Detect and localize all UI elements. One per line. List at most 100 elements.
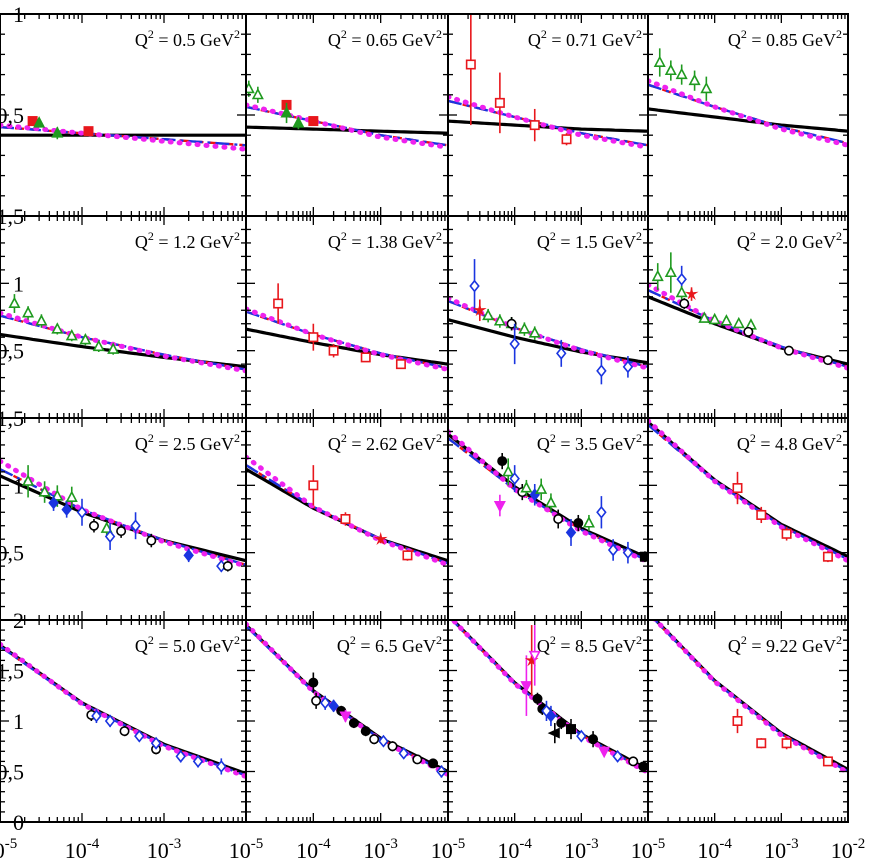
data-point — [509, 465, 520, 493]
x-tick-label: 10-3 — [147, 836, 182, 863]
model-solid-black-curve — [448, 318, 648, 365]
data-point — [651, 263, 664, 291]
model-solid-black-curve — [0, 474, 246, 563]
data-point — [83, 126, 94, 137]
data-point — [65, 328, 78, 342]
data-point — [395, 359, 406, 370]
model-dashdot-blue-curve — [0, 314, 246, 371]
q2-label: Q2 = 0.85 GeV2 — [728, 27, 842, 50]
data-point — [469, 259, 480, 313]
data-point — [679, 298, 690, 309]
data-point — [506, 317, 517, 331]
data-point — [822, 551, 833, 563]
data-point — [518, 322, 531, 336]
data-point — [520, 655, 533, 716]
data-point — [588, 731, 599, 748]
data-point — [732, 471, 743, 505]
data-point — [104, 523, 116, 550]
data-point — [698, 311, 711, 323]
data-point — [51, 322, 64, 335]
data-point — [664, 60, 677, 81]
data-point — [348, 717, 359, 729]
x-tick-label: 10-3 — [363, 836, 398, 863]
data-point — [743, 326, 754, 337]
data-point — [398, 746, 409, 760]
data-point — [373, 531, 388, 546]
data-point — [622, 541, 634, 564]
x-tick-label: 10-4 — [65, 836, 100, 863]
data-point — [607, 539, 619, 561]
data-point — [783, 345, 794, 356]
q2-label: Q2 = 3.5 GeV2 — [537, 431, 642, 454]
y-tick-label: 1 — [13, 473, 24, 498]
x-tick-label: 10-3 — [764, 836, 799, 863]
data-point — [582, 514, 595, 532]
model-dashed-red-curve — [0, 645, 246, 777]
data-point — [556, 339, 567, 367]
data-point — [22, 465, 35, 498]
data-point — [369, 734, 380, 745]
model-dashdot-blue-curve — [653, 620, 848, 773]
model-dotted-magenta-curve — [448, 429, 648, 565]
q2-label: Q2 = 0.65 GeV2 — [328, 27, 442, 50]
data-point — [428, 758, 439, 769]
data-point — [33, 116, 46, 128]
model-solid-black-curve — [448, 119, 648, 133]
q2-label: Q2 = 9.22 GeV2 — [728, 633, 842, 656]
y-tick-label: 2 — [13, 608, 24, 633]
x-tick-label: 10-3 — [564, 836, 599, 863]
data-point — [545, 705, 557, 727]
data-point — [822, 355, 833, 366]
y-tick-label: 1,5 — [0, 406, 24, 431]
data-point — [544, 493, 557, 513]
data-point — [38, 481, 51, 503]
data-point — [402, 549, 413, 561]
data-point — [472, 299, 487, 322]
x-tick-label: 10-4 — [697, 836, 732, 863]
y-tick-label: 1,5 — [0, 659, 24, 684]
data-point — [565, 519, 577, 546]
data-point — [100, 521, 113, 536]
data-point — [822, 756, 833, 767]
q2-label: Q2 = 2.0 GeV2 — [737, 229, 842, 252]
y-tick-label: 1 — [13, 271, 24, 296]
data-point — [781, 527, 792, 541]
data-point — [532, 692, 543, 705]
data-point — [251, 86, 264, 103]
data-point — [319, 695, 331, 710]
model-dashdot-blue-curve — [246, 105, 448, 147]
q2-label: Q2 = 0.5 GeV2 — [135, 27, 240, 50]
q2-label: Q2 = 1.2 GeV2 — [135, 229, 240, 252]
data-point — [556, 716, 567, 730]
data-point — [378, 734, 389, 748]
model-dotted-magenta-curve — [246, 102, 448, 150]
x-tick-label: 10-5 — [431, 836, 466, 863]
data-point — [8, 294, 21, 313]
data-point — [781, 737, 792, 750]
data-point — [653, 48, 666, 77]
y-tick-label: 0,5 — [0, 339, 24, 364]
x-tick-label: 10-5 — [0, 836, 17, 863]
data-point — [119, 726, 130, 737]
x-tick-label: 10-5 — [229, 836, 264, 863]
data-point — [280, 102, 293, 124]
data-point — [183, 548, 194, 563]
model-dotted-magenta-curve — [0, 310, 246, 374]
model-solid-black-curve — [246, 125, 448, 135]
data-point — [311, 692, 322, 709]
q2-label: Q2 = 0.71 GeV2 — [528, 27, 642, 50]
data-point — [529, 108, 540, 142]
data-point — [88, 519, 99, 533]
data-point — [675, 285, 688, 300]
model-dotted-magenta-curve — [246, 306, 448, 372]
q2-label: Q2 = 4.8 GeV2 — [737, 431, 842, 454]
data-point — [360, 726, 371, 737]
data-point — [561, 133, 572, 146]
data-point — [308, 672, 319, 693]
q2-label: Q2 = 8.5 GeV2 — [537, 633, 642, 656]
data-point — [573, 514, 584, 532]
data-point — [576, 729, 587, 743]
data-point — [146, 533, 157, 548]
data-point — [340, 512, 351, 526]
y-tick-label: 0,5 — [0, 760, 24, 785]
